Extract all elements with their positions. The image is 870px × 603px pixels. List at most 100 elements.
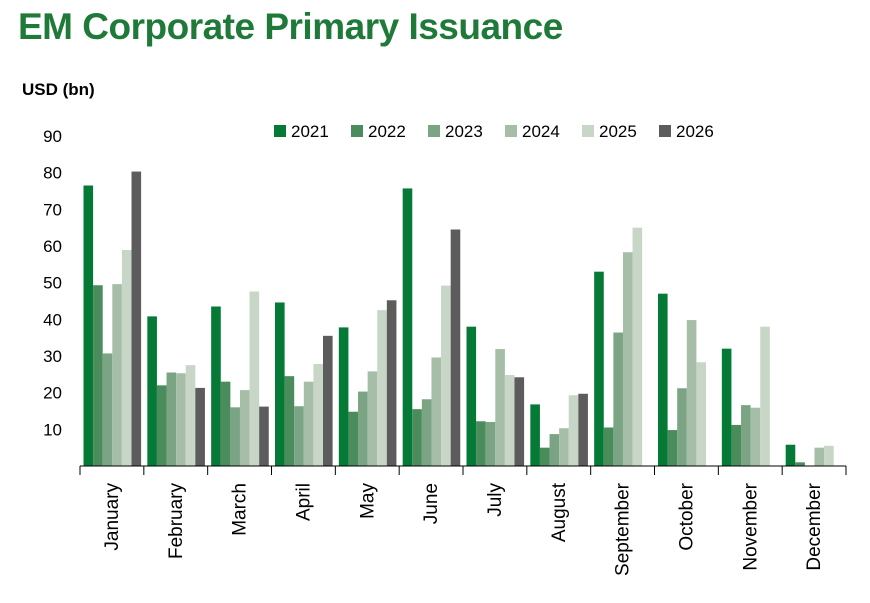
- bar-2023-march: [230, 407, 240, 466]
- bar-2021-june: [402, 188, 413, 466]
- bar-2025-november: [760, 326, 770, 466]
- bar-2022-august: [539, 447, 550, 466]
- y-tick-label: 50: [43, 274, 62, 293]
- bar-2023-may: [358, 391, 368, 466]
- bar-2025-january: [121, 250, 132, 466]
- bar-2025-august: [568, 395, 579, 466]
- x-tick-label: January: [102, 483, 123, 551]
- bar-2022-february: [156, 385, 167, 466]
- chart-title: EM Corporate Primary Issuance: [18, 6, 563, 47]
- bar-2022-november: [731, 424, 742, 466]
- legend-swatch-2021: [274, 125, 286, 137]
- bar-2025-june: [441, 285, 451, 466]
- y-axis-unit-label: USD (bn): [22, 80, 95, 99]
- bar-2026-march: [259, 406, 269, 466]
- bar-2021-may: [338, 327, 349, 466]
- legend-swatch-2023: [428, 125, 440, 137]
- x-tick-label: April: [293, 483, 314, 521]
- bar-2024-july: [495, 349, 505, 466]
- bar-2026-april: [323, 335, 333, 466]
- bar-2026-july: [514, 377, 525, 466]
- bar-2026-august: [578, 393, 588, 466]
- bar-2024-june: [431, 357, 442, 466]
- legend-swatch-2024: [505, 125, 517, 137]
- bar-2021-april: [275, 302, 285, 466]
- y-tick-label: 80: [43, 164, 62, 183]
- bar-2022-june: [412, 409, 422, 466]
- bar-2025-april: [313, 364, 323, 466]
- x-tick-label: September: [613, 482, 634, 576]
- y-tick-label: 40: [43, 310, 62, 329]
- y-tick-label: 10: [43, 420, 62, 439]
- y-tick-label: 30: [43, 347, 62, 366]
- bar-2022-march: [220, 381, 231, 466]
- bar-2022-september: [603, 427, 614, 466]
- bar-2024-october: [686, 320, 697, 466]
- bar-2021-august: [530, 404, 540, 466]
- bar-2021-january: [83, 185, 94, 466]
- y-tick-label: 70: [43, 200, 62, 219]
- bar-2025-may: [377, 310, 387, 466]
- bar-2021-september: [594, 271, 604, 466]
- legend-label-2022: 2022: [368, 122, 406, 141]
- bar-2021-february: [147, 316, 157, 466]
- legend-swatch-2025: [582, 125, 594, 137]
- bar-2024-december: [814, 447, 825, 466]
- bar-2024-february: [176, 373, 186, 466]
- y-tick-label: 20: [43, 384, 62, 403]
- bar-2022-october: [667, 430, 678, 466]
- bar-2026-june: [450, 229, 461, 466]
- legend-label-2024: 2024: [522, 122, 560, 141]
- legend-label-2026: 2026: [676, 122, 714, 141]
- x-tick-label: May: [357, 483, 378, 519]
- bar-2025-october: [696, 362, 706, 466]
- x-tick-label: February: [166, 483, 187, 560]
- bar-2021-october: [658, 293, 668, 466]
- x-tick-label: October: [676, 482, 697, 550]
- bar-2021-july: [466, 326, 477, 466]
- bar-2023-january: [102, 353, 113, 466]
- bar-2022-july: [476, 421, 486, 466]
- bar-2021-march: [211, 306, 221, 466]
- bar-2023-august: [549, 434, 560, 466]
- legend-swatch-2022: [351, 125, 363, 137]
- legend-swatch-2026: [659, 125, 671, 137]
- bar-2025-february: [185, 365, 196, 466]
- bar-2023-october: [677, 388, 687, 466]
- y-tick-label: 90: [43, 127, 62, 146]
- bar-2023-november: [741, 405, 751, 466]
- x-tick-label: November: [740, 482, 761, 570]
- bar-2023-february: [166, 372, 177, 466]
- bar-2024-august: [559, 428, 569, 466]
- bar-2022-december: [795, 462, 805, 466]
- bar-2021-november: [721, 348, 732, 466]
- x-tick-label: December: [804, 482, 825, 570]
- axes: January February March April May June July Augu…: [43, 127, 847, 576]
- bar-2026-may: [386, 300, 397, 466]
- x-tick-label: July: [485, 483, 506, 517]
- bar-2023-june: [421, 399, 432, 466]
- bar-2024-september: [622, 252, 633, 466]
- bar-2024-november: [750, 407, 761, 466]
- bar-2023-july: [485, 422, 496, 466]
- bar-2024-april: [303, 381, 314, 466]
- bar-2024-may: [367, 371, 378, 466]
- bar-2022-january: [93, 285, 103, 466]
- bar-2023-september: [613, 332, 623, 466]
- bar-2022-may: [348, 411, 359, 466]
- x-tick-label: June: [421, 483, 442, 524]
- bar-2026-january: [131, 171, 142, 466]
- legend-label-2021: 2021: [291, 122, 329, 141]
- bar-2024-march: [239, 390, 250, 466]
- bars: [83, 171, 834, 466]
- bar-2022-april: [284, 376, 295, 466]
- legend: 2021 2022 2023 2024 2025 2026: [274, 122, 714, 141]
- bar-2025-july: [504, 375, 515, 466]
- legend-label-2023: 2023: [445, 122, 483, 141]
- bar-2025-september: [632, 227, 643, 466]
- y-tick-label: 60: [43, 237, 62, 256]
- bar-2021-december: [785, 444, 796, 466]
- x-tick-label: August: [549, 482, 570, 542]
- bar-2025-december: [824, 445, 834, 466]
